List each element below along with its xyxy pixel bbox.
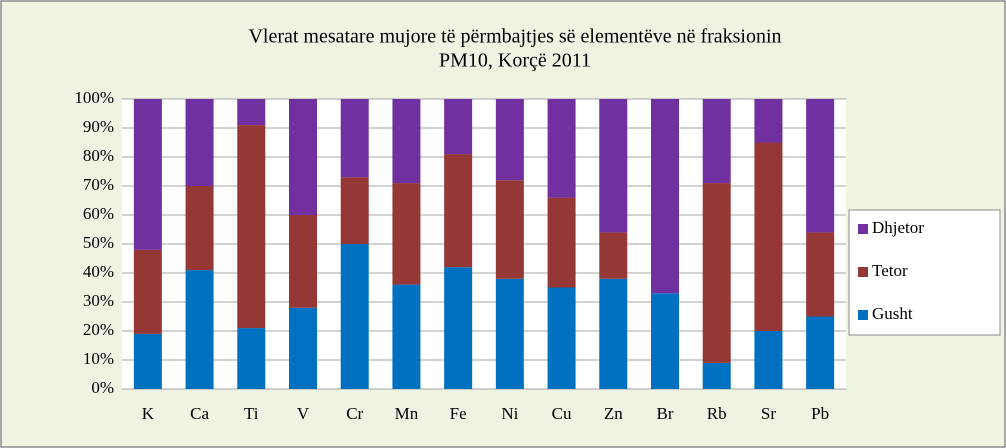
bar-segment [495,99,524,181]
legend-swatch [858,310,868,320]
bar-segment [599,278,628,389]
y-tick-label: 60% [83,204,114,223]
x-tick-label: Sr [761,404,776,423]
bar-segment [392,183,421,285]
chart-title: PM10, Korçë 2011 [439,50,591,72]
bar-segment [185,270,214,389]
bar-segment [547,99,576,198]
bar-segment [651,99,679,294]
y-tick-label: 90% [83,117,114,136]
bar-segment [237,328,266,389]
bar-segment [289,307,317,389]
bar-segment [495,278,524,389]
bar-segment [495,180,524,279]
legend-swatch [858,267,868,277]
y-tick-label: 10% [83,349,114,368]
y-tick-label: 40% [83,262,114,281]
bar-segment [133,333,162,389]
x-tick-label: Fe [450,404,467,423]
bar-segment [444,267,473,389]
bar-segment [754,331,783,389]
bar-segment [702,99,731,184]
y-tick-label: 50% [83,233,114,252]
bar-segment [392,99,421,184]
bar-segment [599,99,628,233]
x-tick-label: Rb [707,404,727,423]
bar-segment [185,99,214,186]
bar-segment [806,99,835,233]
bar-segment [237,125,266,329]
x-tick-label: Ni [501,404,518,423]
x-tick-label: V [297,404,310,423]
bar-segment [754,142,783,331]
bar-segment [133,99,162,250]
legend-label: Tetor [872,261,908,280]
bar-segment [237,99,266,126]
x-tick-label: Pb [811,404,829,423]
bar-segment [599,232,628,279]
x-tick-label: Cr [346,404,363,423]
x-tick-label: Br [657,404,674,423]
bar-segment [444,99,473,155]
bar-segment [806,232,835,317]
bar-segment [340,177,369,244]
x-tick-label: Ca [190,404,209,423]
bar-segment [806,316,835,389]
x-tick-label: Mn [395,404,419,423]
x-tick-label: K [142,404,155,423]
bar-segment [289,99,317,215]
bar-segment [702,183,731,363]
bar-segment [185,186,214,271]
x-tick-label: Cu [552,404,572,423]
bar-segment [547,287,576,389]
y-tick-label: 30% [83,291,114,310]
chart-title: Vlerat mesatare mujore të përmbajtjes së… [248,26,781,48]
bar-segment [340,99,369,178]
bar-segment [444,154,473,268]
x-tick-label: Ti [244,404,259,423]
bar-segment [392,284,421,389]
bar-segment [340,244,369,389]
bar-segment [702,362,731,389]
bar-segment [289,215,317,308]
y-tick-label: 70% [83,175,114,194]
legend-box [848,209,1001,336]
bar-segment [651,293,679,389]
y-tick-label: 0% [91,378,114,397]
legend-label: Gusht [872,304,913,323]
y-tick-label: 80% [83,146,114,165]
bar-segment [547,197,576,288]
y-tick-label: 20% [83,320,114,339]
bar-segment [754,99,783,143]
x-tick-label: Zn [604,404,623,423]
legend-swatch [858,224,868,234]
bar-segment [133,249,162,334]
legend-label: Dhjetor [872,218,924,237]
y-tick-label: 100% [74,88,114,107]
